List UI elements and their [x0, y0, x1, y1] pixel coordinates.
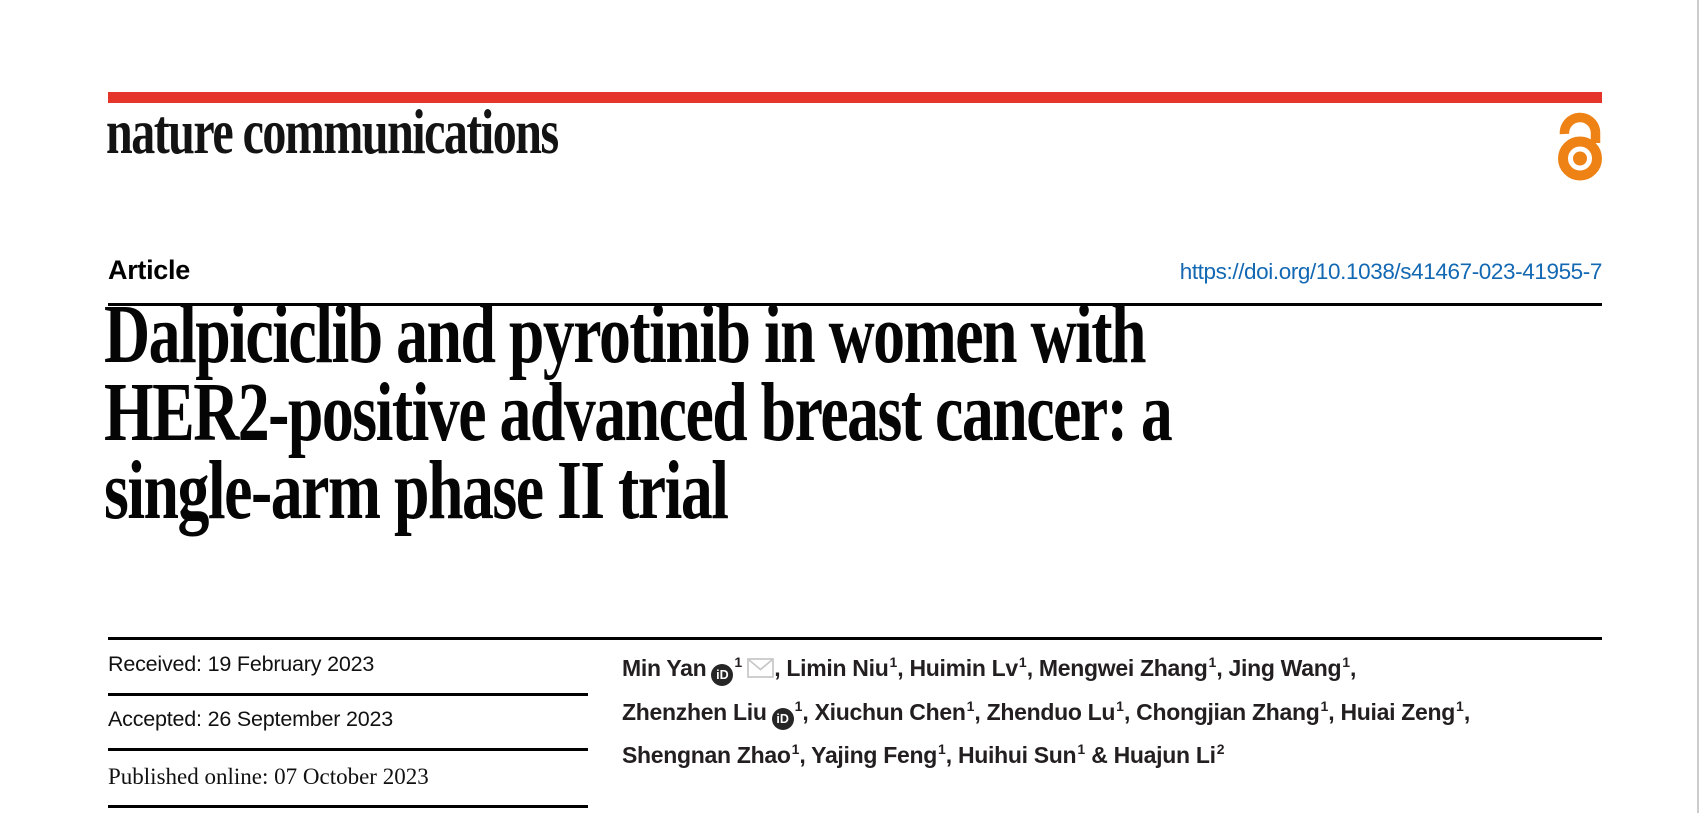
author-line: Zhenzhen Liu iD1, Xiuchun Chen1, Zhenduo … — [622, 688, 1612, 732]
author-name: Yajing Feng1 — [811, 741, 946, 768]
title-line-3: single-arm phase II trial — [104, 444, 729, 537]
open-access-icon — [1557, 106, 1603, 182]
title-line-1: Dalpiciclib and pyrotinib in women with — [104, 288, 1147, 381]
author-name: Min Yan iD1 — [622, 654, 775, 686]
author-line: Min Yan iD1, Limin Niu1, Huimin Lv1, Meng… — [622, 644, 1612, 688]
affiliation-superscript: 1 — [1077, 741, 1086, 757]
published-value: 07 October 2023 — [274, 764, 429, 789]
author-name: Xiuchun Chen1 — [814, 697, 975, 725]
author-name: Zhenduo Lu1 — [986, 697, 1124, 725]
dates-rule-1 — [108, 693, 588, 696]
affiliation-superscript: 1 — [1342, 654, 1351, 670]
author-name: Zhenzhen Liu iD1 — [622, 697, 803, 730]
author-name: Huiai Zeng1 — [1340, 697, 1464, 725]
accepted-label: Accepted: — [108, 707, 202, 731]
author-name: Jing Wang1 — [1228, 654, 1351, 681]
affiliation-superscript: 1 — [791, 741, 800, 757]
affiliation-superscript: 1 — [794, 697, 803, 714]
affiliation-superscript: 1 — [734, 654, 743, 670]
author-name: Huihui Sun1 — [957, 741, 1086, 768]
accepted-value: 26 September 2023 — [207, 707, 394, 731]
affiliation-superscript: 1 — [889, 654, 898, 670]
affiliation-superscript: 1 — [1208, 654, 1217, 670]
journal-wordmark: nature communications — [106, 96, 559, 167]
section-divider-rule — [108, 637, 1602, 640]
affiliation-superscript: 1 — [1116, 697, 1124, 714]
affiliation-superscript: 1 — [1320, 697, 1329, 714]
red-accent-bar — [108, 92, 1602, 103]
published-label: Published online: — [108, 764, 269, 789]
received-label: Received: — [108, 652, 202, 676]
title-line-2: HER2-positive advanced breast cancer: a — [104, 366, 1173, 459]
page-edge-line — [1697, 0, 1699, 813]
author-name: Chongjian Zhang1 — [1136, 697, 1329, 725]
affiliation-superscript: 1 — [937, 741, 946, 757]
author-name: Huimin Lv1 — [909, 654, 1027, 681]
header-rule — [108, 303, 1602, 306]
affiliation-superscript: 1 — [1456, 697, 1464, 714]
accepted-date: Accepted: 26 September 2023 — [108, 707, 393, 732]
received-value: 19 February 2023 — [207, 652, 375, 676]
dates-rule-3 — [108, 805, 588, 808]
author-name: Mengwei Zhang1 — [1038, 654, 1217, 681]
author-name: Huajun Li2 — [1113, 741, 1225, 768]
published-date: Published online: 07 October 2023 — [108, 764, 429, 790]
dates-rule-2 — [108, 748, 588, 751]
affiliation-superscript: 2 — [1216, 741, 1225, 757]
orcid-icon[interactable]: iD — [711, 664, 734, 686]
author-name: Limin Niu1 — [786, 654, 898, 681]
author-line: Shengnan Zhao1, Yajing Feng1, Huihui Sun… — [622, 741, 1225, 768]
doi-link[interactable]: https://doi.org/10.1038/s41467-023-41955… — [1179, 259, 1603, 284]
author-list: Min Yan iD1, Limin Niu1, Huimin Lv1, Meng… — [622, 644, 1612, 775]
orcid-icon[interactable]: iD — [771, 707, 794, 730]
affiliation-superscript: 1 — [966, 697, 975, 714]
email-icon[interactable] — [747, 658, 775, 678]
page-title: Dalpiciclib and pyrotinib in women with … — [104, 288, 1173, 537]
article-type-label: Article — [108, 255, 190, 285]
received-date: Received: 19 February 2023 — [108, 652, 374, 677]
author-name: Shengnan Zhao1 — [622, 741, 800, 768]
affiliation-superscript: 1 — [1018, 654, 1027, 670]
